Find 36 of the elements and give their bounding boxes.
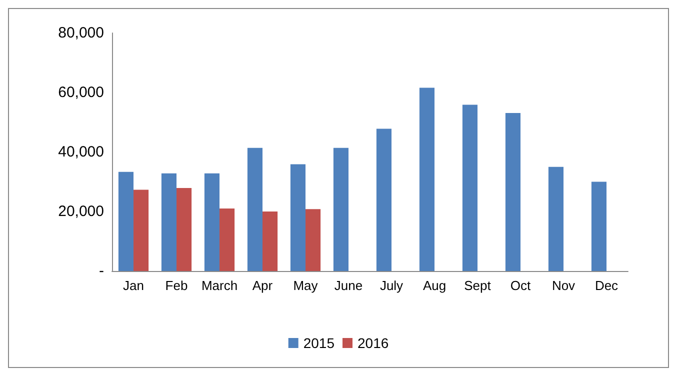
bar: [204, 173, 220, 271]
bar: [134, 190, 149, 271]
x-tick-label: Oct: [510, 278, 531, 293]
x-tick-label: June: [334, 278, 363, 293]
x-tick-label: Nov: [552, 278, 576, 293]
y-tick-label: 20,000: [58, 203, 104, 220]
legend-label: 2015: [303, 335, 335, 351]
y-tick-label: 60,000: [58, 84, 104, 101]
x-tick-label: Feb: [165, 278, 188, 293]
y-tick-label: 80,000: [58, 24, 104, 42]
y-tick-label: -: [99, 262, 104, 280]
x-tick-label: July: [380, 278, 404, 293]
bar: [462, 104, 478, 271]
bar: [419, 88, 434, 271]
bar: [176, 188, 192, 271]
y-tick-label: 40,000: [58, 144, 104, 160]
bar: [333, 148, 348, 271]
bar: [220, 208, 235, 271]
x-tick-label: March: [201, 278, 238, 293]
bar: [118, 172, 134, 271]
bar: [306, 209, 321, 271]
bar: [591, 182, 606, 271]
bar: [247, 148, 262, 271]
legend-label: 2016: [358, 335, 389, 351]
bar: [161, 173, 176, 271]
bar: [505, 113, 520, 271]
bar: [376, 128, 392, 271]
x-tick-label: Sept: [464, 278, 492, 293]
x-tick-label: Dec: [594, 278, 619, 293]
x-tick-label: Apr: [252, 278, 274, 293]
bar: [548, 166, 564, 271]
bar: [290, 164, 306, 271]
bar: [262, 212, 278, 271]
x-tick-label: May: [293, 278, 318, 293]
x-tick-label: Jan: [123, 278, 144, 293]
x-tick-label: Aug: [422, 278, 446, 293]
